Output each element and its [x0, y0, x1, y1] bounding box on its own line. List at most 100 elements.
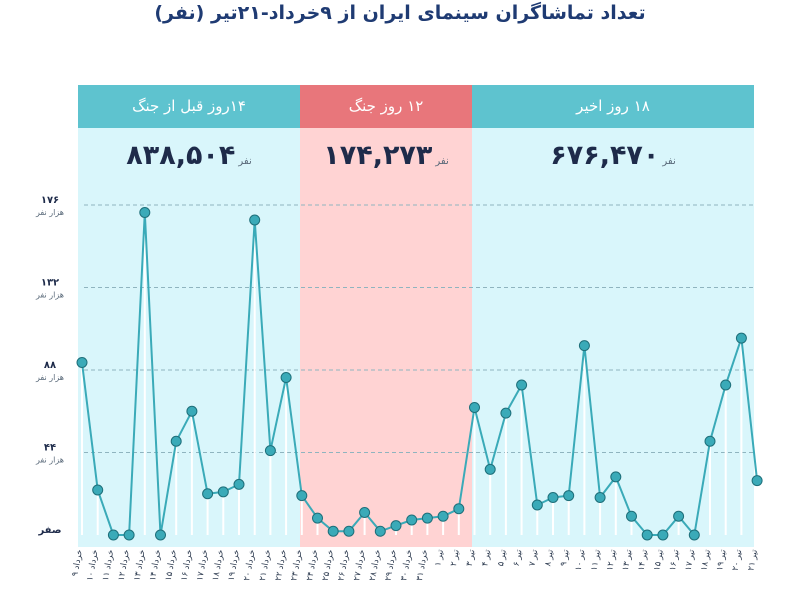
x-tick-label: ۸ تیر [543, 548, 556, 567]
series-line [81, 211, 759, 536]
x-tick-label: ۱۵ تیر [652, 548, 666, 571]
data-point [343, 525, 355, 537]
x-tick-label: ۱۶ تیر [668, 548, 682, 571]
panel-after-header: ۱۸ روز اخیر [472, 85, 754, 128]
y-tick-label: ۱۳۲ [41, 278, 59, 289]
x-tick-label: ۱۷ خرداد [195, 549, 210, 582]
x-tick-label: ۲۰ تیر [731, 548, 745, 571]
x-tick-label: ۱۹ تیر [715, 548, 729, 571]
data-point [217, 486, 229, 498]
data-point [249, 214, 261, 226]
data-point [421, 512, 433, 524]
x-tick-label: ۱۲ تیر [605, 548, 619, 571]
y-tick-unit: هزار نفر [35, 208, 64, 217]
data-point [296, 490, 308, 502]
x-tick-label: ۲۳ خرداد [289, 549, 304, 582]
x-tick-label: ۱۱ خرداد [101, 549, 116, 582]
x-tick-label: ۶ تیر [512, 548, 525, 567]
panel-war-unit: نفر [435, 156, 449, 167]
x-tick-label: ۱۸ تیر [699, 548, 713, 571]
x-tick-label: ۵ تیر [496, 548, 509, 567]
data-point [563, 490, 575, 502]
x-tick-label: ۲۰ خرداد [242, 549, 257, 582]
data-point [327, 525, 339, 537]
data-point [264, 445, 276, 457]
data-point [500, 407, 512, 419]
panel-after-unit: نفر [662, 156, 676, 167]
x-tick-label: ۹ تیر [559, 548, 572, 567]
data-point [484, 463, 496, 475]
data-point [594, 492, 606, 503]
data-point [704, 435, 716, 447]
x-tick-label: ۱۹ خرداد [227, 549, 242, 582]
data-point [155, 529, 166, 541]
panel-before-war-value: ۸۳۸,۵۰۴ [126, 140, 236, 171]
x-tick-label: ۱۲ خرداد [117, 549, 132, 582]
x-tick-label: ۲۹ خرداد [384, 549, 399, 582]
x-tick-label: ۱۱ تیر [589, 548, 603, 571]
x-tick-label: ۳ تیر [465, 548, 478, 567]
data-point [688, 529, 700, 541]
panel-war-value: ۱۷۴,۲۷۳ [323, 140, 433, 171]
data-point [516, 379, 528, 391]
x-tick-label: ۲۶ خرداد [336, 549, 351, 582]
data-point [547, 492, 559, 503]
y-tick-unit: هزار نفر [35, 291, 64, 300]
data-point [657, 529, 669, 541]
x-tick-label: ۲۲ خرداد [274, 549, 289, 582]
y-tick-unit: هزار نفر [35, 373, 64, 382]
x-tick-label: ۷ تیر [527, 548, 540, 567]
x-tick-label: ۴ تیر [480, 548, 493, 567]
panel-war-total: نفر۱۷۴,۲۷۳ [300, 140, 472, 171]
data-point [469, 402, 480, 413]
panel-after-total: نفر۶۷۶,۴۷۰ [472, 140, 754, 171]
data-point [312, 512, 323, 524]
x-tick-label: ۲ تیر [449, 548, 462, 567]
x-tick-label: ۱۰ تیر [574, 548, 588, 571]
data-point [139, 207, 151, 218]
y-tick-label: صفر [37, 525, 61, 536]
chart-card: ۱۴روز قبل از جنگ نفر۸۳۸,۵۰۴ ۱۲ روز جنگ ن… [78, 85, 754, 547]
panel-before-war: ۱۴روز قبل از جنگ نفر۸۳۸,۵۰۴ [78, 85, 300, 547]
data-point [76, 357, 88, 368]
x-tick-label: ۱ تیر [433, 548, 446, 567]
x-tick-label: ۱۸ خرداد [211, 549, 226, 582]
panel-after: ۱۸ روز اخیر نفر۶۷۶,۴۷۰ [472, 85, 754, 547]
data-point [233, 478, 245, 490]
y-tick-label: ۸۸ [44, 360, 56, 371]
data-point [186, 405, 198, 417]
data-point [123, 529, 135, 541]
data-point [720, 379, 732, 391]
y-tick-unit: هزار نفر [35, 456, 64, 465]
x-tick-label: ۱۰ خرداد [85, 549, 100, 582]
data-point [390, 520, 402, 532]
panel-war-header: ۱۲ روز جنگ [300, 85, 472, 128]
data-point [437, 510, 449, 522]
x-tick-label: ۱۴ خرداد [148, 549, 163, 582]
data-point [610, 471, 622, 483]
x-tick-label: ۱۳ تیر [621, 548, 635, 571]
x-tick-label: ۲۱ تیر [746, 548, 760, 571]
x-tick-label: ۲۵ خرداد [321, 549, 336, 582]
x-tick-label: ۲۴ خرداد [305, 549, 320, 582]
x-tick-label: ۹ خرداد [70, 549, 85, 577]
data-point [531, 499, 543, 511]
panel-before-war-total: نفر۸۳۸,۵۰۴ [78, 140, 300, 171]
x-tick-label: ۲۸ خرداد [368, 549, 383, 582]
data-point [202, 488, 214, 500]
data-point [673, 510, 685, 522]
x-tick-label: ۲۷ خرداد [352, 549, 367, 582]
data-point [406, 514, 418, 526]
panel-war: ۱۲ روز جنگ نفر۱۷۴,۲۷۳ [300, 85, 472, 547]
chart-title: تعداد تماشاگران سینمای ایران از ۹خرداد-۲… [154, 2, 646, 24]
data-point [751, 475, 763, 487]
data-point [374, 525, 386, 537]
data-point [641, 529, 653, 541]
data-point [107, 529, 119, 541]
data-point [735, 332, 747, 344]
data-point [453, 503, 465, 515]
x-tick-label: ۱۳ خرداد [132, 549, 147, 582]
panel-after-value: ۶۷۶,۴۷۰ [550, 140, 660, 171]
x-tick-label: ۱۵ خرداد [164, 549, 179, 582]
